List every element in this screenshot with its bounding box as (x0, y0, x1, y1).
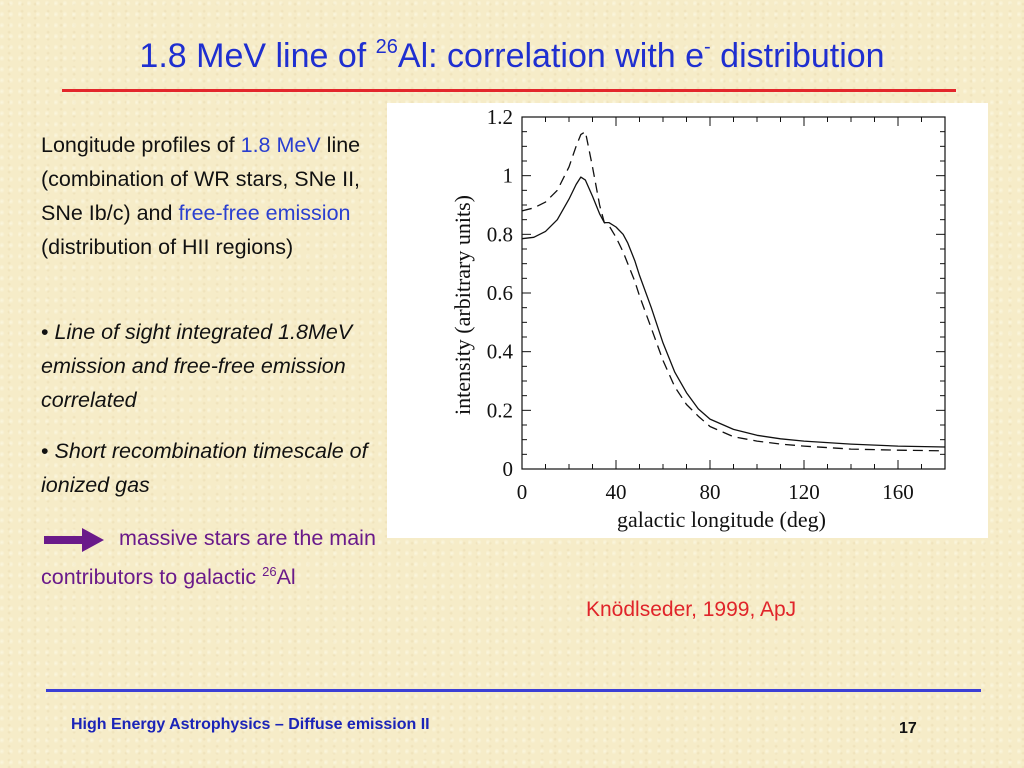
series-line-dashed (521, 131, 946, 452)
footer-rule (46, 689, 981, 692)
plot-frame (521, 116, 946, 470)
y-tick-label: 1 (503, 164, 514, 188)
x-tick-label: 40 (606, 480, 627, 504)
y-tick-label: 0.8 (487, 222, 513, 246)
longitude-profile-chart: 0 40 80 120 160 0 0.2 0.4 0.6 0.8 1 1.2 galactic lon… (387, 103, 988, 538)
page-number: 17 (899, 720, 917, 737)
citation: Knödlseder, 1999, ApJ (586, 598, 797, 621)
footer-title: High Energy Astrophysics – Diffuse emiss… (71, 716, 430, 733)
bullet-correlation: • Line of sight integrated 1.8MeV emissi… (41, 320, 353, 412)
right-arrow-icon (44, 528, 104, 552)
y-tick-label: 0.2 (487, 398, 513, 422)
x-tick-label: 0 (517, 480, 528, 504)
conclusion-text: massive stars are the main contributors … (41, 526, 376, 590)
x-tick-label: 120 (788, 480, 820, 504)
intro-paragraph: Longitude profiles of 1.8 MeV line (comb… (41, 133, 361, 259)
y-axis-label: intensity (arbitrary units) (450, 195, 475, 415)
slide-title: 1.8 MeV line of 26Al: correlation with e… (139, 36, 885, 75)
x-tick-label: 160 (882, 480, 914, 504)
y-tick-label: 1.2 (487, 105, 513, 129)
title-underline (62, 89, 956, 92)
y-tick-label: 0 (503, 457, 514, 481)
series-line-solid (521, 176, 946, 448)
x-axis-label: galactic longitude (deg) (617, 507, 826, 532)
chart-svg: 0 40 80 120 160 0 0.2 0.4 0.6 0.8 1 1.2 galactic lon… (450, 105, 946, 532)
y-tick-label: 0.6 (487, 281, 513, 305)
bullet-recombination: • Short recombination timescale of ioniz… (41, 439, 368, 497)
y-tick-label: 0.4 (487, 340, 514, 364)
x-tick-label: 80 (700, 480, 721, 504)
